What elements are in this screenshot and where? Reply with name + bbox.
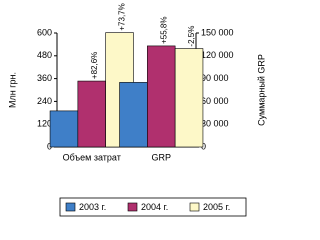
legend-swatch: [189, 202, 200, 212]
y-tick-label: 120: [37, 119, 52, 129]
y2-tick-label: 150 000: [201, 27, 234, 37]
y2-tick-label: 60 000: [201, 96, 229, 106]
y-tick-label: 240: [37, 96, 52, 106]
change-label: +73,7%: [118, 3, 127, 30]
y2-tick-label: 0: [201, 141, 206, 151]
y-tick-label: 480: [37, 50, 52, 60]
y2-tick-label: 120 000: [201, 50, 234, 60]
legend-box: [59, 197, 247, 217]
bar: [49, 110, 79, 148]
bar: [147, 45, 176, 148]
legend-swatch: [127, 202, 138, 212]
x-tick-label: Объем затрат: [63, 152, 121, 162]
change-label: +82,6%: [90, 52, 99, 79]
x-tick-label: GRP: [151, 152, 171, 162]
legend-label: 2003 г.: [79, 202, 106, 212]
y2-axis-title: Суммарный GRP: [256, 54, 266, 126]
y2-tick-label: 90 000: [201, 73, 229, 83]
y-tick-label: 0: [47, 141, 52, 151]
chart: Млн грн. Суммарный GRP 0 120 240 360 480 600 0…: [7, 3, 266, 217]
legend-swatch: [65, 202, 76, 212]
bar: [77, 80, 106, 148]
bar: [174, 48, 204, 148]
legend-label: 2005 г.: [203, 202, 230, 212]
change-label: +55,8%: [159, 17, 168, 44]
legend-label: 2004 г.: [141, 202, 168, 212]
y-axis-title: Млн грн.: [7, 72, 17, 108]
y-tick-label: 600: [37, 27, 52, 37]
change-label: -2,5%: [187, 26, 196, 47]
y-tick-label: 360: [37, 73, 52, 83]
y2-tick-label: 30 000: [201, 119, 229, 129]
bar: [119, 82, 148, 148]
